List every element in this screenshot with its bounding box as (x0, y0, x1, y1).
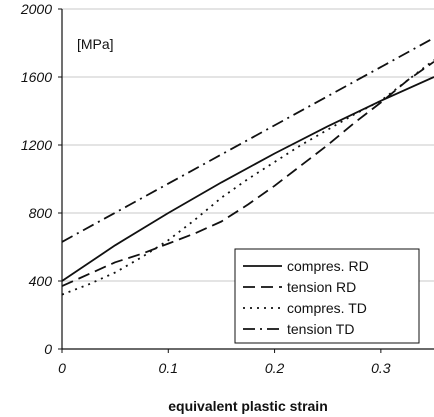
y-tick-label-2: 800 (29, 205, 53, 221)
tick-labels: 0 400 800 1200 1600 2000 0 0.1 0.2 0.3 (20, 1, 391, 376)
legend-label-3: tension TD (287, 321, 354, 337)
axes (58, 8, 434, 353)
x-tick-label-2: 0.2 (265, 360, 285, 376)
legend-label-2: compres. TD (287, 300, 367, 316)
series-line-tension-rd (61, 60, 434, 287)
x-tick-label-1: 0.1 (159, 360, 178, 376)
y-tick-label-3: 1200 (21, 137, 52, 153)
legend-label-0: compres. RD (287, 258, 369, 274)
series-line-tension-td (61, 37, 434, 243)
x-axis-label: equivalent plastic strain (168, 398, 328, 414)
y-tick-label-0: 0 (44, 341, 52, 357)
grid-lines (62, 8, 434, 282)
series-lines (61, 37, 434, 296)
y-tick-label-1: 400 (29, 273, 53, 289)
y-tick-label-5: 2000 (20, 1, 52, 17)
legend: compres. RD tension RD compres. TD tension … (234, 248, 420, 344)
legend-box (234, 248, 420, 344)
legend-label-1: tension RD (287, 279, 356, 295)
x-tick-label-3: 0.3 (371, 360, 391, 376)
x-tick-label-0: 0 (58, 360, 66, 376)
unit-annotation: [MPa] (77, 36, 114, 52)
y-tick-label-4: 1600 (21, 69, 52, 85)
series-line-compres-td (61, 59, 434, 296)
